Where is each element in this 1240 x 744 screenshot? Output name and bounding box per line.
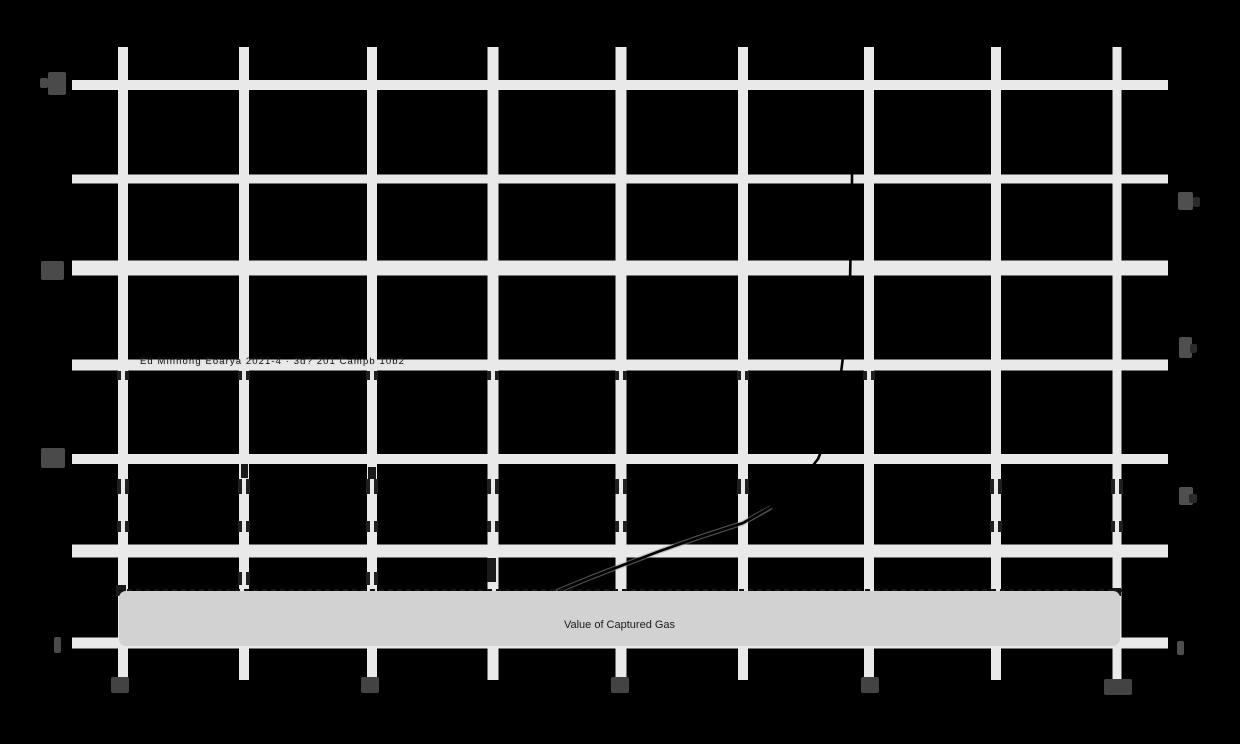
tick-strip <box>366 572 370 585</box>
y-axis-tick-label-blob <box>40 78 48 88</box>
tick-strip <box>366 521 370 532</box>
captured-gas-region-box: Value of Captured Gas <box>119 591 1120 646</box>
gas-value-curve <box>555 166 854 594</box>
tick-strip <box>238 371 242 380</box>
tick-strip <box>125 371 129 380</box>
tick-strip <box>117 521 121 532</box>
tick-strip <box>246 371 250 380</box>
tick-strip <box>366 479 370 494</box>
tick-strip <box>863 371 867 380</box>
tick-strip <box>737 479 741 494</box>
tick-strip <box>374 521 378 532</box>
y-axis-tick-label-blob <box>48 72 66 95</box>
tick-strip <box>117 479 121 494</box>
tick-strip <box>117 371 121 380</box>
tick-strip <box>615 521 619 532</box>
tick-strip <box>246 521 250 532</box>
right-axis-tick-label-blob <box>1189 494 1197 503</box>
x-axis-tick-label-blob <box>1104 679 1132 695</box>
tick-artifacts <box>116 371 1123 596</box>
tick-strip <box>238 521 242 532</box>
right-axis-tick-label-blob <box>1179 337 1192 358</box>
tick-strip <box>374 572 378 585</box>
gridlines <box>72 47 1168 680</box>
tick-strip <box>495 521 499 532</box>
tick-strip <box>1119 479 1123 494</box>
tick-strip <box>374 371 378 380</box>
x-axis-tick-label-blob <box>111 677 129 693</box>
tick-strip <box>990 479 994 494</box>
tick-strip <box>737 371 741 380</box>
tick-strip <box>623 521 627 532</box>
tick-strip <box>615 371 619 380</box>
tick-strip <box>487 521 491 532</box>
tick-strip <box>366 371 370 380</box>
tick-strip <box>1111 479 1115 494</box>
tick-strip <box>1119 521 1123 532</box>
y-axis-tick-label-blob <box>41 448 65 468</box>
x-axis-tick-label-blob <box>861 677 879 693</box>
y-axis-tick-label-blob <box>41 261 64 280</box>
tick-strip <box>487 479 491 494</box>
tick-strip <box>238 572 242 585</box>
captured-gas-region-label: Value of Captured Gas <box>563 618 676 631</box>
tick-strip <box>487 371 491 380</box>
tick-strip <box>623 371 627 380</box>
glyph-mark <box>487 558 496 582</box>
x-axis-tick-label-blob <box>361 677 379 693</box>
tick-strip <box>495 371 499 380</box>
right-axis-tick-label-blob <box>1190 344 1197 353</box>
capture-threshold-dashed-line <box>118 589 1123 592</box>
tick-strip <box>246 479 250 494</box>
tick-strip <box>871 371 875 380</box>
tick-strip <box>615 479 619 494</box>
tick-strip <box>374 479 378 494</box>
tick-strip <box>623 479 627 494</box>
tick-strip <box>246 572 250 585</box>
chart-annotation-text: Ed Minhong Eoarya 2021-4 · 3d? 201 Campb… <box>140 356 405 367</box>
y-axis-tick-label-blob <box>54 637 61 653</box>
tick-strip <box>745 479 749 494</box>
glyph-mark <box>241 464 248 478</box>
tick-strip <box>990 521 994 532</box>
curve-core <box>557 166 854 593</box>
tick-strip <box>495 479 499 494</box>
tick-strip <box>998 521 1002 532</box>
glyph-mark <box>368 467 376 479</box>
x-axis-tick-label-blob <box>611 677 629 693</box>
tick-strip <box>238 479 242 494</box>
tick-strip <box>745 371 749 380</box>
right-axis-tick-label-blob <box>1193 197 1200 207</box>
tick-strip <box>1111 521 1115 532</box>
tick-strip <box>125 479 129 494</box>
right-axis-tick-label-blob <box>1177 641 1184 655</box>
tick-strip <box>998 479 1002 494</box>
tick-strip <box>125 521 129 532</box>
right-axis-tick-label-blob <box>1178 192 1193 210</box>
